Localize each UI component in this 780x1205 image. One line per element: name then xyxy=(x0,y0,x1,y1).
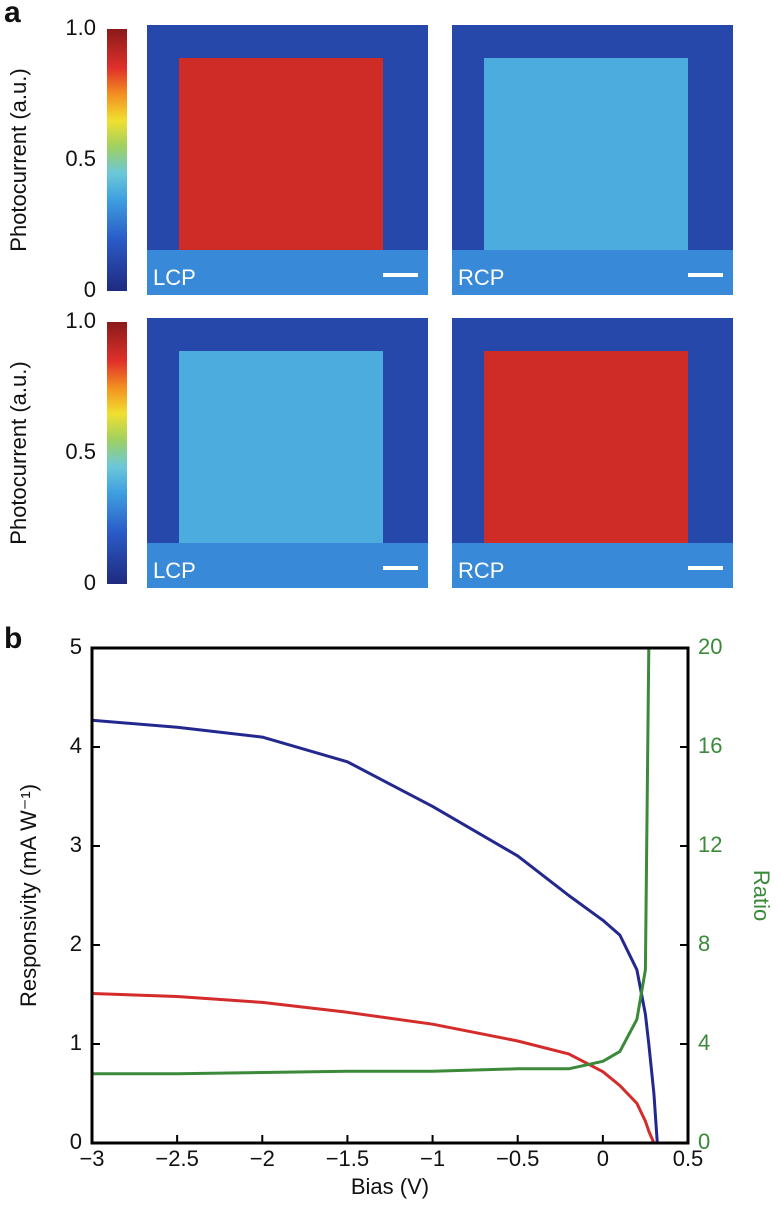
y-tick-label: 4 xyxy=(70,733,82,758)
y2-tick-label: 20 xyxy=(698,634,722,659)
series-line xyxy=(91,718,659,1144)
y2-tick-label: 16 xyxy=(698,733,722,758)
map-substrate xyxy=(147,543,428,588)
colorbar-tick-label: 0.5 xyxy=(65,146,96,171)
x-tick-label: −1 xyxy=(420,1146,445,1171)
map-square xyxy=(484,58,688,250)
panel-label: b xyxy=(4,622,22,655)
y2-tick-label: 12 xyxy=(698,832,722,857)
y2-axis-label: Ratio xyxy=(749,870,774,921)
y-tick-label: 5 xyxy=(70,634,82,659)
colorbar-tick-label: 0 xyxy=(84,277,96,302)
colorbar xyxy=(107,322,127,584)
y-axis-label: Responsivity (mA W⁻¹) xyxy=(16,784,41,1007)
y-tick-label: 3 xyxy=(70,832,82,857)
colorbar-tick-label: 0 xyxy=(84,570,96,595)
x-tick-label: −2 xyxy=(250,1146,275,1171)
colorbar-label: Photocurrent (a.u.) xyxy=(6,361,31,544)
colorbar-tick-label: 1.0 xyxy=(65,308,96,333)
colorbar-tick-label: 0.5 xyxy=(65,439,96,464)
plot-frame xyxy=(90,646,690,1145)
x-axis-label: Bias (V) xyxy=(351,1174,429,1199)
x-tick-label: −1.5 xyxy=(326,1146,369,1171)
colorbar xyxy=(107,29,127,291)
map-label: RCP xyxy=(458,558,504,583)
x-tick-label: 0.5 xyxy=(673,1146,704,1171)
series-line xyxy=(91,992,656,1144)
x-tick-label: −2.5 xyxy=(155,1146,198,1171)
colorbar-label: Photocurrent (a.u.) xyxy=(6,68,31,251)
y-tick-label: 0 xyxy=(70,1129,82,1154)
map-square xyxy=(179,58,383,250)
map-substrate xyxy=(452,250,733,295)
map-square xyxy=(179,351,383,543)
y-tick-label: 1 xyxy=(70,1030,82,1055)
x-tick-label: 0 xyxy=(597,1146,609,1171)
y2-tick-label: 4 xyxy=(698,1030,710,1055)
x-tick-label: −0.5 xyxy=(496,1146,539,1171)
map-square xyxy=(484,351,688,543)
map-substrate xyxy=(452,543,733,588)
map-substrate xyxy=(147,250,428,295)
map-label: LCP xyxy=(153,558,196,583)
x-tick-label: −3 xyxy=(79,1146,104,1171)
y2-tick-label: 0 xyxy=(698,1129,710,1154)
y-tick-label: 2 xyxy=(70,931,82,956)
y2-tick-label: 8 xyxy=(698,931,710,956)
colorbar-tick-label: 1.0 xyxy=(65,15,96,40)
map-label: RCP xyxy=(458,265,504,290)
panel-label: a xyxy=(4,0,21,29)
series-line xyxy=(92,647,651,1076)
map-label: LCP xyxy=(153,265,196,290)
